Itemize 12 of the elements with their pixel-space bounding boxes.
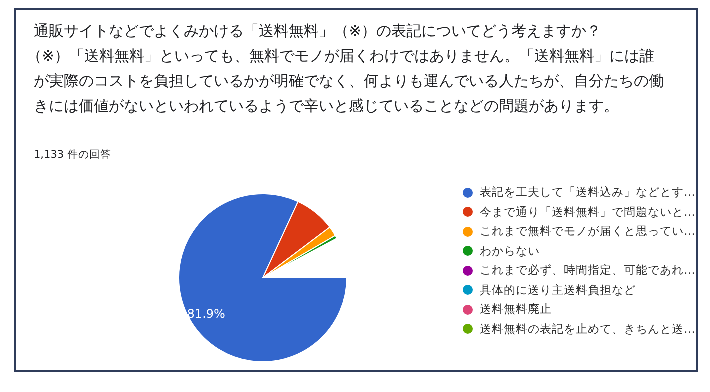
legend-label: 送料無料廃止 (480, 302, 552, 318)
legend-label: 送料無料の表記を止めて、きちんと送… (480, 322, 696, 337)
chart-subtitle: （※）「送料無料」といっても、無料でモノが届くわけではありません。「送料無料」には誰が実際のコストを負担しているかが明確でなく、何よりも運んでいる人たちが、自分たちの働きには価値がないといわれているようで辛いと感じていることなどの問題があります。 (27, 46, 664, 117)
data-label: 81.9% (187, 307, 226, 322)
legend-label: わからない (480, 244, 540, 259)
chart-title: 通販サイトなどでよくみかける「送料無料」（※）の表記についてどう考えますか？ (34, 21, 603, 42)
legend-label: これまで必ず、時間指定、可能であれ… (480, 263, 696, 278)
legend-label: 具体的に送り主送料負担など (480, 282, 636, 298)
legend-label: 表記を工夫して「送料込み」などとす… (480, 185, 696, 200)
legend-label: これまで無料でモノが届くと思ってい… (480, 224, 696, 240)
legend-label: 今まで通り「送料無料」で問題ないと… (480, 204, 696, 220)
text: 1,133 件の回答 (34, 148, 112, 162)
